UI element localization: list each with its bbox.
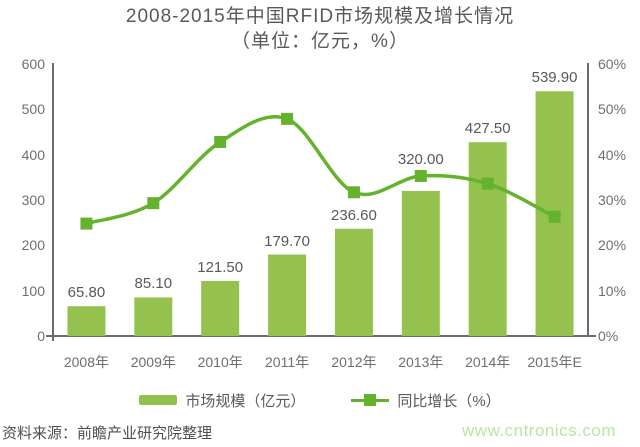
source-note: 资料来源：前瞻产业研究院整理 — [2, 425, 213, 442]
growth-point-marker — [347, 186, 360, 199]
bar-value-label: 65.80 — [67, 284, 106, 302]
right-axis-tick-label: 20% — [598, 237, 627, 254]
left-axis-tick-label: 600 — [21, 56, 45, 72]
bar-value-label: 121.50 — [197, 258, 244, 276]
growth-point-marker — [548, 210, 561, 223]
x-axis-category-label: 2012年 — [331, 354, 377, 370]
growth-point-marker — [281, 112, 294, 125]
left-axis-tick-label: 0 — [37, 328, 45, 344]
left-axis-tick-label: 100 — [21, 282, 45, 299]
right-axis-line — [587, 63, 589, 336]
left-axis-tick-label: 200 — [21, 237, 45, 254]
bar-value-label: 539.90 — [531, 69, 578, 87]
x-axis-category-label: 2010年 — [197, 354, 243, 370]
growth-point-marker — [80, 217, 93, 230]
legend-label-growth: 同比增长（%） — [397, 392, 501, 410]
market-size-bar — [201, 280, 240, 336]
plot-area — [67, 91, 574, 336]
right-axis-tick-label: 30% — [598, 192, 627, 208]
bar-value-label: 85.10 — [134, 275, 173, 293]
x-axis-line — [46, 335, 596, 337]
x-axis-category-label: 2013年 — [398, 354, 444, 370]
watermark-link[interactable]: www.cntronics.com — [462, 421, 616, 440]
x-axis-category-label: 2014年 — [465, 354, 511, 370]
x-axis-category-label: 2009年 — [130, 354, 176, 370]
bar-value-label: 320.00 — [397, 150, 444, 168]
left-axis-tick-label: 400 — [21, 146, 45, 163]
market-size-bar — [401, 190, 440, 336]
bar-value-label: 427.50 — [464, 120, 511, 138]
growth-point-marker — [481, 177, 494, 190]
left-axis-tick-label: 500 — [21, 101, 45, 118]
legend-square-marker — [364, 394, 377, 406]
bar-value-label: 236.60 — [330, 206, 377, 224]
legend-item-market-size: 市场规模（亿元） — [139, 390, 305, 411]
x-axis-category-label: 2008年 — [63, 354, 110, 370]
bar-series-swatch-icon — [139, 395, 178, 405]
right-axis-tick-label: 40% — [598, 146, 627, 163]
chart-title: 2008-2015年中国RFID市场规模及增长情况 — [125, 6, 515, 27]
legend: 市场规模（亿元） 同比增长（%） — [0, 390, 640, 411]
line-series-marker-icon — [351, 394, 390, 407]
growth-point-marker — [214, 135, 227, 148]
left-axis-tick-label: 300 — [21, 192, 45, 208]
chart-subtitle: （单位：亿元，%） — [231, 31, 409, 52]
right-axis-tick-label: 50% — [598, 101, 627, 118]
market-size-bar — [268, 254, 307, 336]
left-axis-line — [52, 63, 54, 341]
x-axis-category-label: 2011年 — [265, 354, 310, 370]
market-size-bar — [134, 297, 173, 336]
growth-line-series — [84, 115, 557, 226]
growth-point-marker — [414, 169, 427, 182]
right-axis-tick-label: 60% — [598, 56, 627, 72]
bar-value-label: 179.70 — [264, 232, 310, 250]
legend-label-market-size: 市场规模（亿元） — [185, 392, 306, 410]
legend-item-growth: 同比增长（%） — [351, 390, 501, 411]
x-axis-category-label: 2015年E — [527, 354, 582, 370]
right-axis-tick-label: 0% — [598, 328, 619, 344]
market-size-bar — [67, 306, 106, 336]
right-axis-tick-label: 10% — [598, 282, 627, 299]
growth-point-marker — [147, 197, 160, 210]
market-size-bar — [468, 142, 507, 336]
market-size-bar — [334, 228, 373, 336]
